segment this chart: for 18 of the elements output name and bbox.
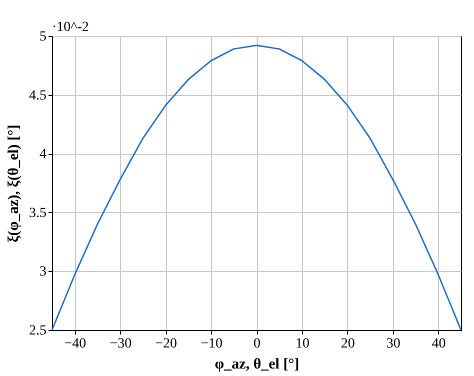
x-tick-label: 10 <box>295 336 310 352</box>
x-tick-label: 20 <box>340 336 355 352</box>
x-axis-title: φ_az, θ_el [°] <box>214 356 300 372</box>
y-tick-label: 2.5 <box>29 324 46 338</box>
y-tick-label: 4 <box>40 147 46 162</box>
x-tick-label: −10 <box>200 336 223 352</box>
x-tick-label: 30 <box>386 336 400 352</box>
y-tick-label: 3 <box>40 264 46 280</box>
y-tick-label: 3.5 <box>29 206 46 221</box>
text: ·10^-2 <box>52 20 89 35</box>
y-axis-title: ξ(φ_az), ξ(θ_el) [°] <box>6 124 22 242</box>
x-tick-label: −20 <box>155 336 178 352</box>
x-tick-label: 40 <box>432 336 446 352</box>
x-tick-label: −30 <box>110 336 132 352</box>
y-tick-label: 5 <box>40 30 46 44</box>
x-tick-label: 0 <box>254 336 260 352</box>
x-tick-label: −40 <box>64 336 86 352</box>
y-tick-label: 4.5 <box>29 88 46 104</box>
